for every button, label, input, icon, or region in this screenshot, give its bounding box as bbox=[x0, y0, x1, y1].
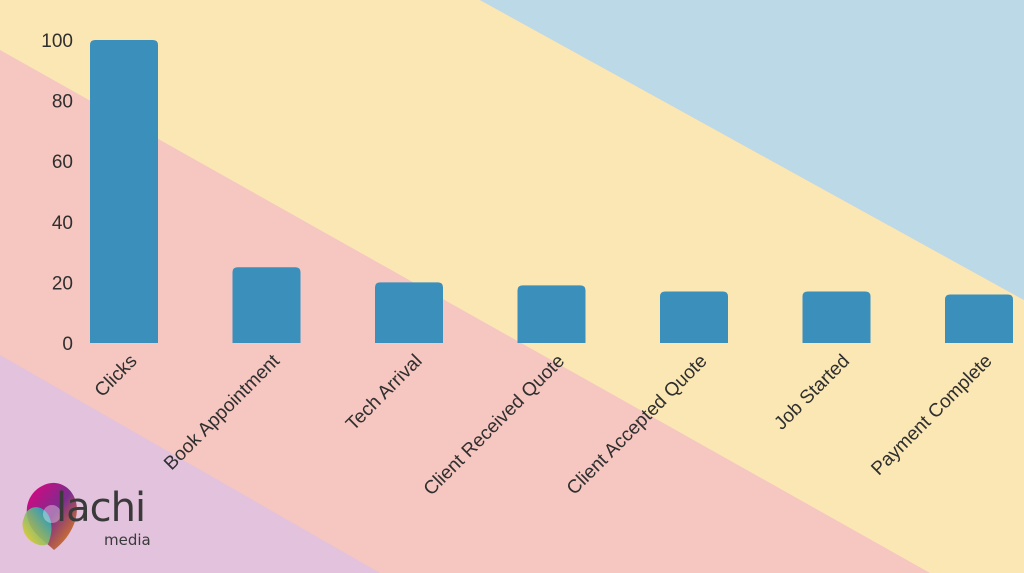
x-axis-labels: Clicks Book Appointment Tech ArrivalClient… bbox=[91, 350, 997, 500]
x-category-label: Job Started bbox=[770, 351, 854, 435]
bars bbox=[90, 40, 1013, 343]
y-tick-label: 0 bbox=[62, 334, 73, 355]
bar-client-received-quote bbox=[517, 285, 586, 343]
bar-book-appointment bbox=[232, 267, 301, 343]
x-category-label: Payment Complete bbox=[867, 351, 996, 480]
bar-client-accepted-quote bbox=[660, 291, 728, 343]
bar-payment-complete bbox=[945, 294, 1013, 343]
brand-logo: lachi media bbox=[18, 478, 168, 560]
x-category-label: Tech Arrival bbox=[342, 351, 426, 435]
background-band-blue bbox=[480, 0, 1024, 300]
lachi-logo-icon bbox=[22, 482, 77, 550]
bar-job-started bbox=[802, 291, 871, 343]
y-tick-label: 80 bbox=[52, 92, 73, 113]
x-category-label: Book Appointment bbox=[160, 350, 284, 474]
x-category-label: Clicks bbox=[91, 351, 142, 402]
bar-clicks bbox=[90, 40, 158, 343]
y-tick-label: 20 bbox=[52, 273, 73, 294]
x-category-label: Client Accepted Quote bbox=[563, 351, 712, 500]
y-tick-label: 60 bbox=[52, 152, 73, 173]
bar-tech-arrival bbox=[375, 282, 443, 343]
x-category-label: Client Received Quote bbox=[420, 351, 569, 500]
y-axis-ticks: 0 20 40 60 80 100 bbox=[41, 31, 73, 355]
y-tick-label: 100 bbox=[41, 31, 73, 52]
brand-name: lachi bbox=[56, 485, 146, 531]
brand-tagline: media bbox=[104, 531, 151, 549]
y-tick-label: 40 bbox=[52, 213, 73, 234]
